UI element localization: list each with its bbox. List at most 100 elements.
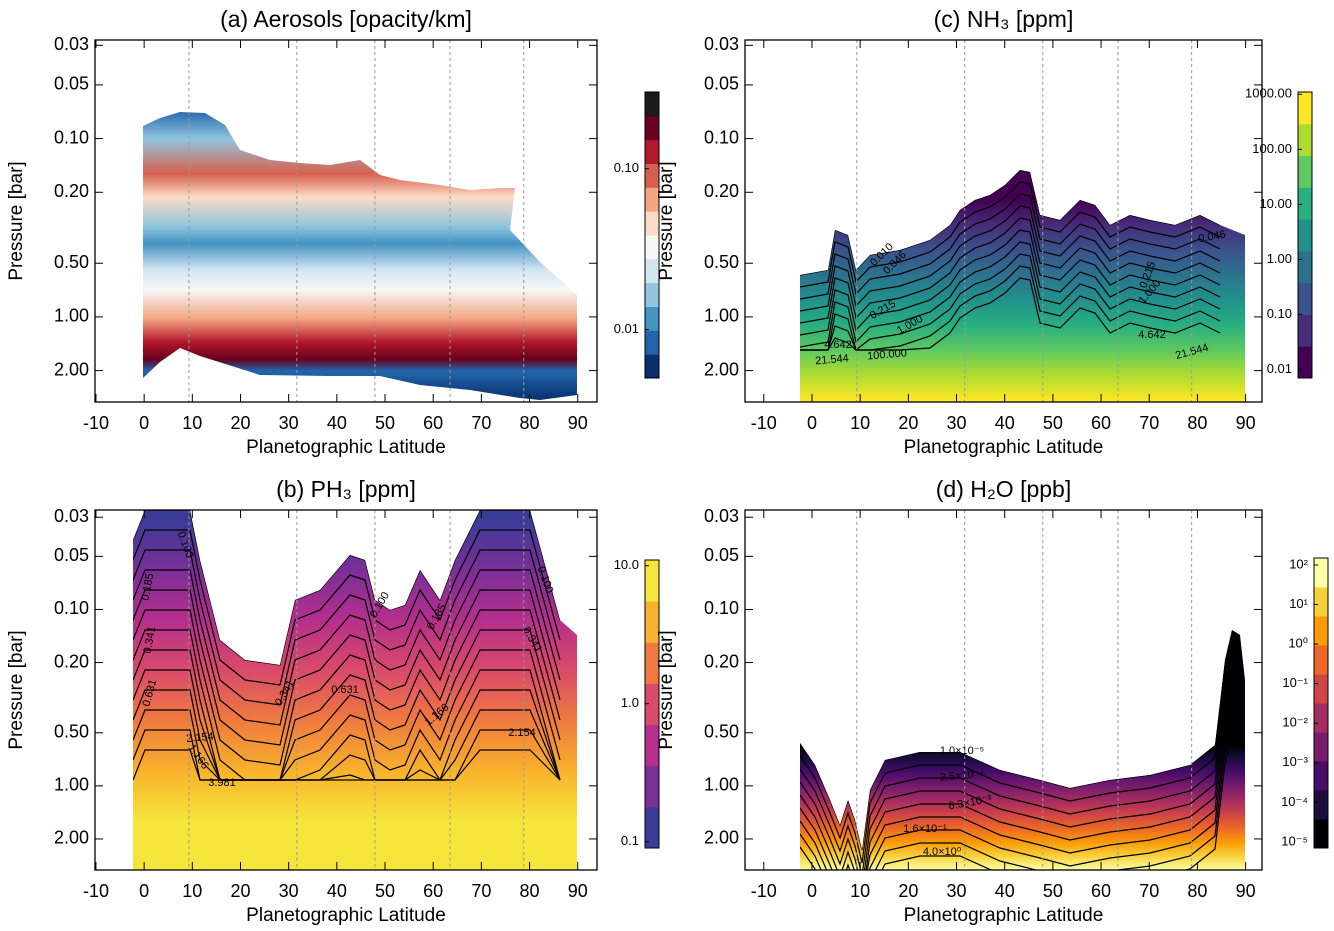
plot-frame: [94, 39, 598, 403]
colorbar-swatch: [1314, 558, 1328, 588]
y-tick-label: 0.03: [54, 34, 89, 54]
y-tick-label: 0.05: [54, 74, 89, 94]
contour-line: [800, 733, 1241, 870]
y-tick-label: 0.03: [54, 506, 89, 526]
contour-line: [133, 709, 561, 781]
x-tick-label: -10: [83, 881, 109, 901]
contour-label: 2.154: [508, 727, 536, 739]
x-tick-label: 30: [279, 881, 299, 901]
colorbar-swatch: [1298, 250, 1312, 284]
x-tick-label: 90: [568, 881, 588, 901]
colorbar-frame: [1313, 557, 1329, 849]
x-tick-label: 50: [375, 413, 395, 433]
chart-title: (b) PH₃ [ppm]: [276, 476, 416, 502]
x-tick-label: 80: [1187, 413, 1207, 433]
colorbar-swatch: [645, 163, 659, 188]
contour-line: [133, 589, 561, 746]
contour-line: [133, 510, 561, 666]
x-tick-label: -10: [83, 413, 109, 433]
colorbar-tick-label: 10¹: [1289, 596, 1308, 611]
x-tick-label: 0: [139, 413, 149, 433]
x-tick-label: 30: [279, 413, 299, 433]
y-tick-label: 2.00: [704, 359, 739, 379]
colorbar-tick-label: 0.01: [614, 321, 639, 336]
y-tick-label: 0.20: [54, 181, 89, 201]
contour-label: 4.642: [824, 339, 852, 351]
contour-line: [800, 170, 1221, 276]
colorbar-swatch: [1298, 92, 1312, 125]
y-tick-label: 2.00: [54, 828, 89, 848]
x-tick-label: 70: [1139, 881, 1159, 901]
x-tick-label: 0: [807, 413, 817, 433]
colorbar-swatch: [645, 115, 659, 141]
colorbar-swatch: [645, 306, 659, 331]
colorbar-tick-label: 1.0: [621, 695, 639, 710]
contour-lines: [133, 510, 561, 782]
contour-line: [800, 205, 1221, 312]
colorbar-swatch: [1314, 732, 1328, 762]
colorbar-swatch: [645, 330, 659, 355]
x-axis-label: Planetographic Latitude: [246, 905, 446, 926]
x-tick-label: 80: [1187, 881, 1207, 901]
colorbar-swatch: [645, 92, 659, 117]
colorbar-tick-label: 10⁻⁴: [1281, 794, 1308, 809]
contour-line: [800, 707, 1241, 870]
x-tick-label: 90: [1236, 881, 1256, 901]
y-tick-label: 0.50: [54, 252, 89, 272]
y-tick-label: 0.10: [704, 127, 739, 147]
contour-fill: [800, 170, 1245, 402]
x-tick-label: 10: [850, 881, 870, 901]
chart-title: (d) H₂O [ppb]: [936, 476, 1071, 502]
colorbar-tick-label: 10.00: [1259, 196, 1292, 211]
plot-frame: [94, 509, 598, 871]
colorbar-swatch: [645, 139, 659, 164]
colorbar-frame: [1297, 91, 1313, 379]
contour-label: 1.0×10⁻⁵: [940, 745, 984, 757]
colorbar-swatch: [645, 282, 659, 307]
colorbar-swatch: [1298, 219, 1312, 252]
colorbar-swatch: [1298, 155, 1312, 188]
colorbar-tick-label: 0.1: [621, 833, 639, 848]
contour-line: [800, 694, 1241, 870]
contour-label: 2.5×10⁻⁴: [939, 768, 985, 784]
colorbar-tick-label: 10⁻²: [1282, 715, 1308, 730]
colorbar-swatch: [645, 724, 659, 767]
x-tick-label: 0: [807, 881, 817, 901]
contour-line: [133, 609, 561, 766]
colorbar-tick-label: 1.00: [1267, 251, 1292, 266]
contour-line: [800, 217, 1221, 324]
x-tick-label: 10: [182, 413, 202, 433]
contour-line: [133, 529, 561, 686]
plot-frame: [744, 509, 1263, 871]
contour-fill: [800, 630, 1245, 870]
contour-label: 0.185: [140, 572, 157, 601]
colorbar-swatch: [645, 806, 659, 849]
y-tick-label: 0.05: [54, 545, 89, 565]
y-tick-label: 0.10: [54, 127, 89, 147]
colorbar-swatch: [645, 765, 659, 808]
x-tick-label: 40: [995, 413, 1015, 433]
colorbar-swatch: [1314, 616, 1328, 646]
x-tick-label: 40: [327, 413, 347, 433]
y-tick-label: 0.03: [704, 34, 739, 54]
contour-line: [800, 720, 1241, 870]
x-tick-label: 20: [898, 413, 918, 433]
chart-title: (c) NH₃ [ppm]: [934, 6, 1074, 32]
colorbar-swatch: [645, 187, 659, 212]
colorbar-tick-label: 10⁻¹: [1282, 675, 1308, 690]
x-axis-label: Planetographic Latitude: [904, 905, 1104, 926]
x-tick-label: 50: [375, 881, 395, 901]
x-tick-label: 40: [995, 881, 1015, 901]
y-tick-label: 0.20: [704, 651, 739, 671]
colorbar-swatch: [1314, 703, 1328, 733]
colorbar-swatch: [1298, 314, 1312, 347]
colorbar-tick-label: 10²: [1289, 556, 1308, 571]
x-tick-label: 30: [947, 881, 967, 901]
y-tick-label: 0.03: [704, 506, 739, 526]
x-tick-label: 60: [1091, 413, 1111, 433]
contour-line: [800, 277, 1221, 351]
colorbar-swatch: [1298, 282, 1312, 315]
x-tick-label: 50: [1043, 413, 1063, 433]
colorbar-swatch: [1298, 123, 1312, 157]
contour-line: [133, 629, 561, 781]
